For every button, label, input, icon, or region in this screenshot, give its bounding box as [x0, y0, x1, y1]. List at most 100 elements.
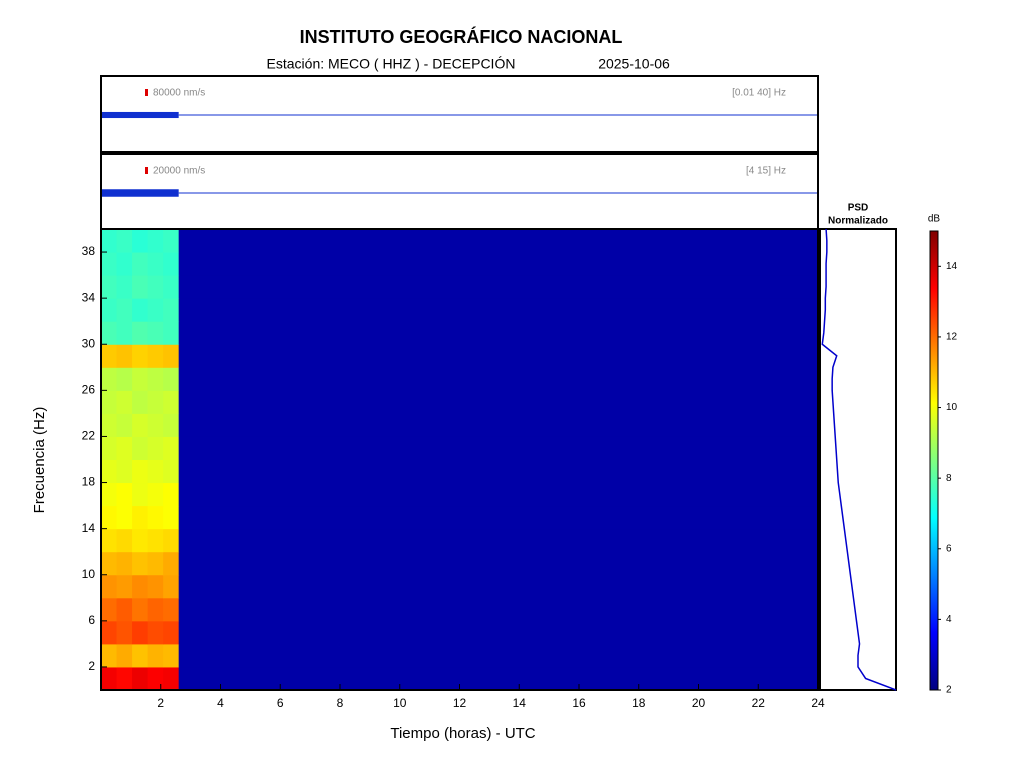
y-tick-label: 14 [82, 521, 96, 535]
x-tick-label: 10 [393, 696, 407, 710]
y-tick-label: 10 [82, 567, 96, 581]
spectrogram-cell [101, 482, 118, 507]
colorbar-tick-label: 6 [946, 543, 952, 554]
spectrogram-cell [116, 528, 133, 553]
spectrogram-cell [116, 643, 133, 668]
waveform-frame [100, 153, 819, 230]
colorbar-tick-label: 8 [946, 473, 952, 484]
spectrogram-cell [147, 275, 164, 299]
y-tick-label: 2 [88, 659, 95, 673]
x-axis-label: Tiempo (horas) - UTC [390, 725, 535, 742]
spectrogram-cell [116, 505, 133, 530]
psd-title: Normalizado [828, 216, 888, 227]
colorbar-tick-label: 2 [946, 685, 952, 696]
spectrogram-cell [101, 390, 118, 414]
spectrogram-cell [163, 505, 180, 530]
spectrogram-cell [147, 436, 164, 460]
x-tick-label: 16 [572, 696, 586, 710]
spectrogram-cell [101, 459, 118, 484]
spectrogram-cell [178, 574, 819, 599]
spectrogram-cell [116, 229, 133, 253]
spectrogram-cell [132, 367, 149, 391]
psd-frame [819, 228, 897, 691]
spectrogram-cell [178, 666, 819, 691]
spectrogram-cell [178, 367, 819, 391]
waveform-envelope [102, 111, 179, 119]
spectrogram-cell [163, 551, 180, 576]
spectrogram-cell [147, 344, 164, 368]
scale-label: 80000 nm/s [153, 88, 205, 99]
y-tick-label: 6 [88, 613, 95, 627]
y-tick-label: 38 [82, 244, 96, 258]
y-tick-label: 22 [82, 429, 96, 443]
spectrogram-cell [163, 666, 180, 691]
spectrogram-cell [132, 229, 149, 253]
spectrogram-cell [163, 574, 180, 599]
spectrogram-cell [132, 574, 149, 599]
spectrogram-cell [101, 436, 118, 460]
spectrogram-cell [101, 252, 118, 276]
spectrogram-cell [116, 597, 133, 622]
spectrogram-cell [116, 252, 133, 276]
spectrogram-cell [178, 505, 819, 530]
scale-bar [145, 167, 148, 174]
spectrogram-cell [116, 321, 133, 345]
psd-line [821, 228, 897, 691]
spectrogram-cell [116, 413, 133, 437]
y-tick-label: 18 [82, 475, 96, 489]
spectrogram-cell [147, 643, 164, 668]
spectrogram-cell [101, 551, 118, 576]
spectrogram-cell [116, 367, 133, 391]
spectrogram-cell [101, 505, 118, 530]
y-axis-label: Frecuencia (Hz) [31, 407, 48, 514]
waveform-frame [100, 75, 819, 153]
spectrogram-cell [147, 390, 164, 414]
colorbar-tick-label: 10 [946, 402, 958, 413]
spectrogram-cell [147, 252, 164, 276]
date: 2025-10-06 [598, 56, 670, 72]
x-tick-label: 14 [513, 696, 527, 710]
spectrogram-cell [163, 229, 180, 253]
spectrogram-cell [132, 390, 149, 414]
x-tick-label: 12 [453, 696, 467, 710]
y-tick-label: 26 [82, 383, 96, 397]
spectrogram-cell [132, 482, 149, 507]
spectrogram-cell [163, 413, 180, 437]
spectrogram-cell [132, 620, 149, 645]
spectrogram-cell [163, 528, 180, 553]
scale-label: 20000 nm/s [153, 166, 205, 177]
spectrogram-cell [116, 574, 133, 599]
colorbar-tick-label: 4 [946, 614, 952, 625]
spectrogram-cell [116, 344, 133, 368]
spectrogram-cell [116, 275, 133, 299]
spectrogram-cell [101, 574, 118, 599]
spectrogram-cell [147, 321, 164, 345]
spectrogram-cell [147, 505, 164, 530]
spectrogram-cell [132, 528, 149, 553]
spectrogram-cell [147, 528, 164, 553]
spectrogram-cell [132, 298, 149, 322]
spectrogram-cell [178, 551, 819, 576]
station: Estación: MECO ( HHZ ) - DECEPCIÓN [267, 56, 516, 72]
spectrogram-cell [116, 459, 133, 484]
y-tick-label: 30 [82, 336, 96, 350]
spectrogram-cell [132, 505, 149, 530]
spectrogram-cell [116, 390, 133, 414]
spectrogram-cell [101, 229, 118, 253]
spectrogram-cell [101, 298, 118, 322]
spectrogram-cell [147, 367, 164, 391]
spectrogram-cell [178, 229, 819, 253]
spectrogram-cell [178, 482, 819, 507]
x-tick-label: 18 [632, 696, 646, 710]
spectrogram-cell [132, 666, 149, 691]
y-tick-label: 34 [82, 290, 96, 304]
spectrogram-cell [178, 252, 819, 276]
colorbar-tick-label: 12 [946, 332, 958, 343]
colorbar-tick-label: 14 [946, 261, 958, 272]
spectrogram-cell [132, 275, 149, 299]
spectrogram-cell [147, 597, 164, 622]
spectrogram-cell [163, 298, 180, 322]
spectrogram-cell [101, 643, 118, 668]
